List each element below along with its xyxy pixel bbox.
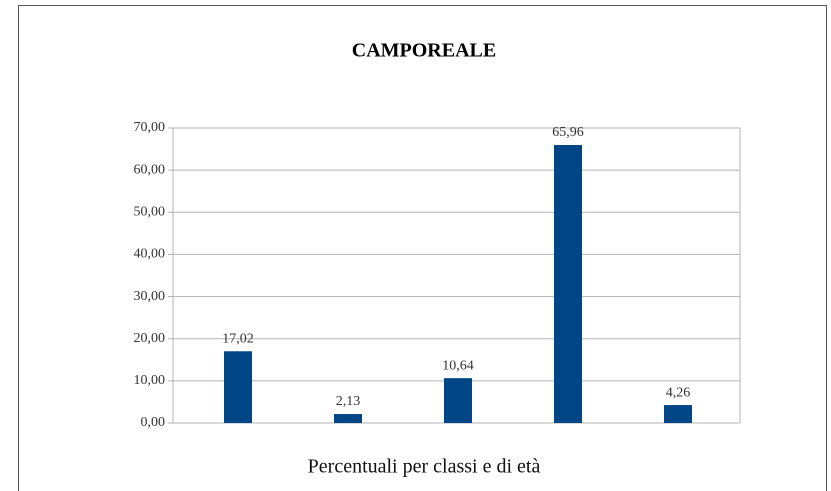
value-label: 10,64 xyxy=(442,358,474,373)
x-axis-label: Percentuali per classi e di età xyxy=(308,456,541,478)
bar xyxy=(444,378,472,423)
bar xyxy=(554,145,582,424)
bar xyxy=(664,405,692,423)
chart-title: CAMPOREALE xyxy=(352,40,496,62)
y-tick-label: 20,00 xyxy=(134,331,166,346)
value-label: 17,02 xyxy=(222,331,254,346)
value-label: 4,26 xyxy=(666,385,691,400)
y-tick-label: 50,00 xyxy=(134,205,166,220)
y-tick-label: 10,00 xyxy=(134,373,166,388)
value-label: 2,13 xyxy=(336,394,361,409)
y-tick-label: 60,00 xyxy=(134,162,166,177)
bar xyxy=(224,351,252,423)
y-tick-label: 30,00 xyxy=(134,289,166,304)
y-tick-label: 0,00 xyxy=(141,415,166,430)
y-tick-label: 40,00 xyxy=(134,247,166,262)
value-label: 65,96 xyxy=(552,125,584,140)
y-tick-label: 70,00 xyxy=(134,120,166,135)
bar xyxy=(334,414,362,423)
